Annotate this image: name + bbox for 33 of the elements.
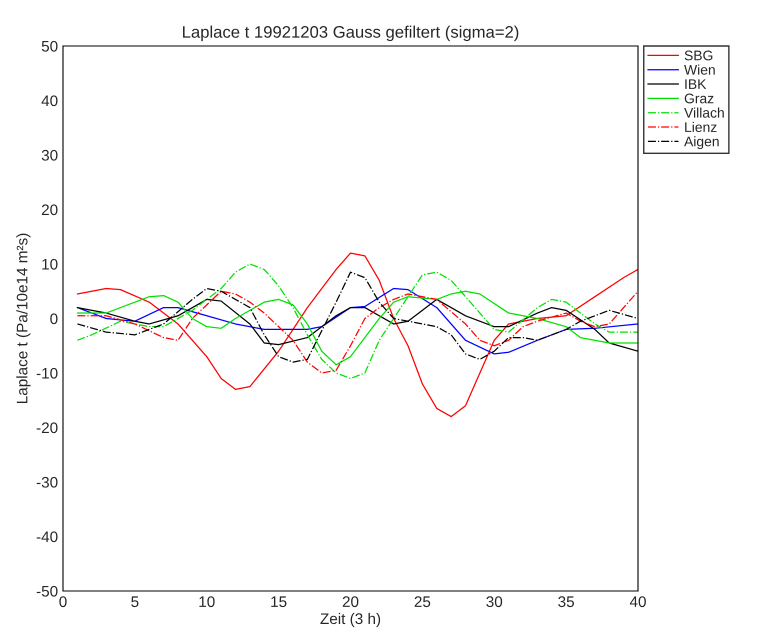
y-axis-title: Laplace t (Pa/10e14 m²s) <box>16 234 31 404</box>
legend-label: Villach <box>684 108 724 118</box>
x-tick-label: 15 <box>271 596 286 608</box>
legend-label: Graz <box>684 94 714 104</box>
x-tick-label: 30 <box>486 596 502 608</box>
y-tick-label: -30 <box>36 476 58 488</box>
x-tick-label: 10 <box>199 596 215 608</box>
x-tick-label: 0 <box>59 596 67 608</box>
legend-label: Wien <box>684 64 715 75</box>
line-series <box>76 288 638 355</box>
y-tick-label: 20 <box>42 204 58 216</box>
line-series <box>76 252 638 418</box>
y-tick-label: 0 <box>50 313 58 324</box>
chart-title: Laplace t 19921203 Gauss gefiltert (sigma=2) <box>183 26 518 42</box>
x-tick-label: 40 <box>630 596 646 608</box>
legend-label: Aigen <box>684 136 719 150</box>
y-tick-label: 40 <box>42 95 58 106</box>
x-tick-label: 35 <box>558 596 574 608</box>
y-tick-label: -40 <box>36 531 58 542</box>
legend-label: IBK <box>685 79 706 89</box>
y-tick-label: -20 <box>36 422 58 434</box>
x-tick-label: 25 <box>414 596 430 608</box>
y-tick-label: -50 <box>36 586 58 597</box>
legend-label: Lienz <box>685 122 717 132</box>
legend-label: SBG <box>684 50 712 60</box>
line-series <box>76 263 638 380</box>
y-tick-label: 10 <box>42 258 58 270</box>
y-tick-label: 30 <box>42 150 58 161</box>
y-tick-label: -10 <box>36 368 58 379</box>
y-tick-label: 50 <box>42 40 58 52</box>
x-tick-label: 5 <box>131 596 138 608</box>
x-axis-title: Zeit (3 h) <box>320 612 380 628</box>
x-tick-label: 20 <box>342 596 358 608</box>
